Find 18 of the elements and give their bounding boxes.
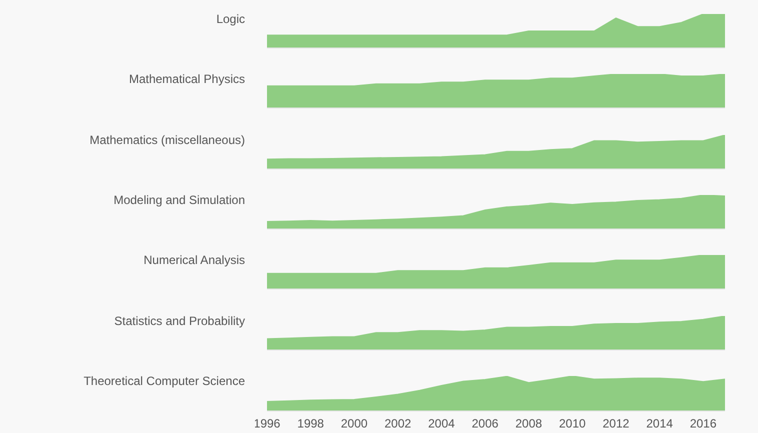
x-tick-label: 2008 xyxy=(515,416,542,430)
x-tick-label: 2014 xyxy=(646,416,674,430)
series-label: Logic xyxy=(215,12,245,26)
x-tick-label: 2006 xyxy=(472,416,499,430)
text: Mathematics (miscellaneous) xyxy=(88,132,245,147)
x-tick-label: 2012 xyxy=(602,416,630,430)
x-tick-label: 2010 xyxy=(558,416,586,430)
x-tick-label: 2004 xyxy=(428,416,456,430)
series-label: Numerical Analysis xyxy=(142,253,245,268)
series-label: Mathematical Physics xyxy=(128,72,245,86)
x-tick-label: 2000 xyxy=(340,416,368,430)
x-tick-label: 2002 xyxy=(384,416,412,430)
x-tick-label: 2016 xyxy=(690,416,717,430)
x-tick-label: 1998 xyxy=(297,416,324,430)
x-tick-label: 1996 xyxy=(254,416,281,430)
text: Modeling and Simulation xyxy=(112,192,245,207)
text: Theoretical Computer Science xyxy=(82,374,245,388)
text: Statistics and Probability xyxy=(113,314,245,328)
